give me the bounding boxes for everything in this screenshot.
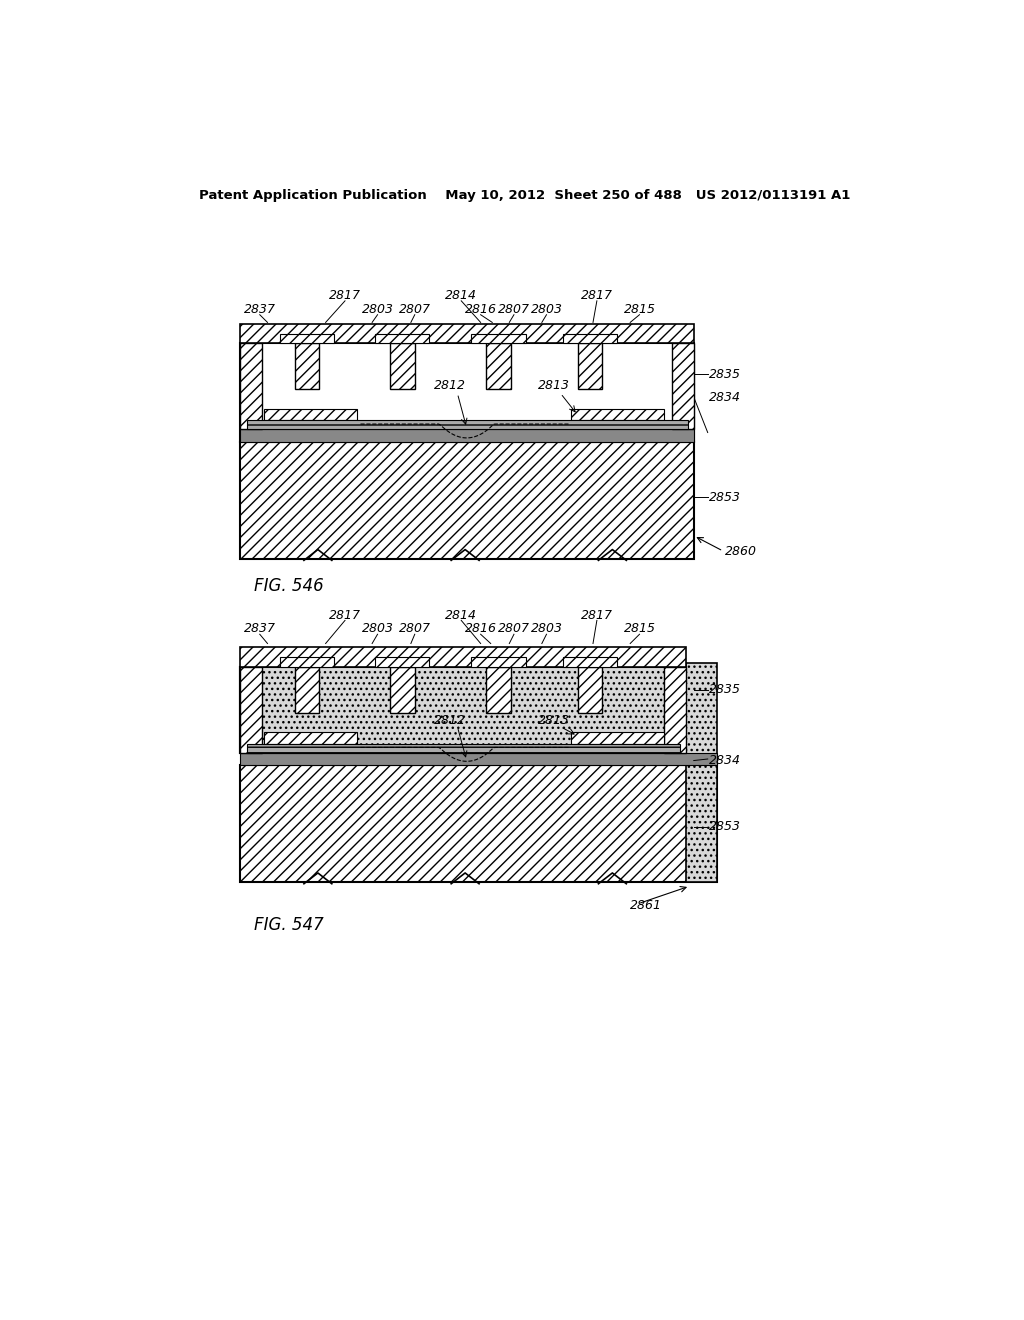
Bar — [241, 752, 717, 766]
Text: 2835: 2835 — [710, 684, 741, 696]
Bar — [571, 409, 665, 420]
Bar — [486, 667, 511, 713]
Text: 2815: 2815 — [624, 302, 655, 315]
Text: 2817: 2817 — [581, 289, 613, 302]
Bar — [247, 420, 687, 429]
Bar — [471, 334, 525, 343]
Bar — [263, 409, 356, 420]
Bar — [241, 429, 693, 442]
Text: 2853: 2853 — [710, 491, 741, 504]
Text: 2803: 2803 — [530, 302, 562, 315]
Bar — [295, 343, 319, 389]
Bar — [390, 343, 415, 389]
Text: 2807: 2807 — [498, 302, 530, 315]
Bar — [563, 657, 617, 667]
Text: 2834: 2834 — [710, 754, 741, 767]
Text: Patent Application Publication    May 10, 2012  Sheet 250 of 488   US 2012/01131: Patent Application Publication May 10, 2… — [199, 189, 851, 202]
Bar — [375, 334, 429, 343]
Text: FIG. 546: FIG. 546 — [254, 577, 324, 595]
Text: 2837: 2837 — [244, 622, 275, 635]
Text: 2814: 2814 — [445, 609, 477, 622]
Text: 2817: 2817 — [329, 289, 361, 302]
Bar — [390, 667, 415, 713]
Bar — [280, 657, 334, 667]
Text: 2807: 2807 — [398, 622, 431, 635]
Text: 2807: 2807 — [398, 302, 431, 315]
Text: 2803: 2803 — [361, 302, 393, 315]
Bar — [241, 667, 686, 752]
Text: 2816: 2816 — [465, 622, 497, 635]
Text: FIG. 547: FIG. 547 — [254, 916, 324, 933]
Bar — [280, 334, 334, 343]
Text: 2835: 2835 — [710, 367, 741, 380]
Text: 2860: 2860 — [725, 545, 757, 557]
Bar — [571, 733, 665, 743]
Bar — [486, 343, 511, 389]
Text: 2812: 2812 — [433, 714, 466, 727]
Text: 2815: 2815 — [624, 622, 655, 635]
Bar — [241, 647, 686, 667]
Bar — [241, 343, 262, 429]
Text: 2834: 2834 — [710, 391, 741, 404]
Text: 2803: 2803 — [530, 622, 562, 635]
Bar — [563, 334, 617, 343]
Bar — [241, 667, 262, 752]
Text: 2803: 2803 — [361, 622, 393, 635]
Text: 2817: 2817 — [329, 609, 361, 622]
Text: 2813: 2813 — [539, 714, 570, 727]
Bar — [263, 733, 356, 743]
Bar — [241, 442, 693, 558]
Bar — [241, 766, 717, 882]
Text: 2861: 2861 — [630, 899, 663, 912]
Bar — [241, 323, 693, 343]
Text: 2812: 2812 — [433, 379, 466, 392]
Text: 2807: 2807 — [498, 622, 530, 635]
Text: 2837: 2837 — [244, 302, 275, 315]
Text: 2817: 2817 — [581, 609, 613, 622]
Bar — [578, 667, 602, 713]
Bar — [686, 663, 717, 882]
Bar — [241, 343, 693, 442]
Bar — [295, 667, 319, 713]
Bar — [241, 667, 686, 752]
Bar — [471, 657, 525, 667]
Bar — [665, 667, 686, 752]
Text: 2816: 2816 — [465, 302, 497, 315]
Text: 2814: 2814 — [445, 289, 477, 302]
Bar — [375, 657, 429, 667]
Bar — [578, 343, 602, 389]
Bar — [247, 743, 680, 752]
Text: 2813: 2813 — [539, 379, 570, 392]
Bar — [672, 343, 693, 429]
Text: 2853: 2853 — [710, 820, 741, 833]
